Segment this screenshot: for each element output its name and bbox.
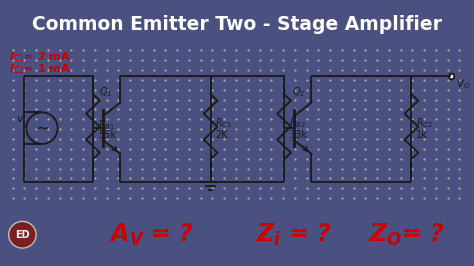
Text: $\bfit{I}$$_{C1}$= 2 mA: $\bfit{I}$$_{C1}$= 2 mA <box>9 50 71 64</box>
Text: ED: ED <box>15 230 30 240</box>
Text: $R_{B2}$: $R_{B2}$ <box>289 116 306 130</box>
Text: 1k: 1k <box>416 130 428 140</box>
Text: $R_{C2}$: $R_{C2}$ <box>416 116 433 130</box>
Text: $Q_2$: $Q_2$ <box>292 85 305 98</box>
Text: $V_O$: $V_O$ <box>456 77 470 91</box>
Text: ~: ~ <box>35 119 49 137</box>
Text: $\bfit{A}_{\bfit{V}}$ = ?: $\bfit{A}_{\bfit{V}}$ = ? <box>109 222 194 248</box>
Text: Common Emitter Two - Stage Amplifier: Common Emitter Two - Stage Amplifier <box>32 15 442 34</box>
Text: $Q_1$: $Q_1$ <box>99 85 112 98</box>
Text: $R_{B1}$: $R_{B1}$ <box>98 118 115 132</box>
Text: 2K: 2K <box>216 130 228 140</box>
Text: $\bfit{I}$$_{C2}$= 1 mA: $\bfit{I}$$_{C2}$= 1 mA <box>9 62 71 76</box>
Text: 55k: 55k <box>98 130 116 140</box>
Text: $\bfit{Z}_{\bfit{O}}$= ?: $\bfit{Z}_{\bfit{O}}$= ? <box>369 222 445 248</box>
Text: $R_{C1}$: $R_{C1}$ <box>216 116 233 130</box>
Circle shape <box>9 221 36 248</box>
Text: $v_i$: $v_i$ <box>16 114 26 126</box>
Text: 33k: 33k <box>289 130 307 140</box>
Text: $\bfit{Z}_{\bfit{i}}$ = ?: $\bfit{Z}_{\bfit{i}}$ = ? <box>256 222 332 248</box>
